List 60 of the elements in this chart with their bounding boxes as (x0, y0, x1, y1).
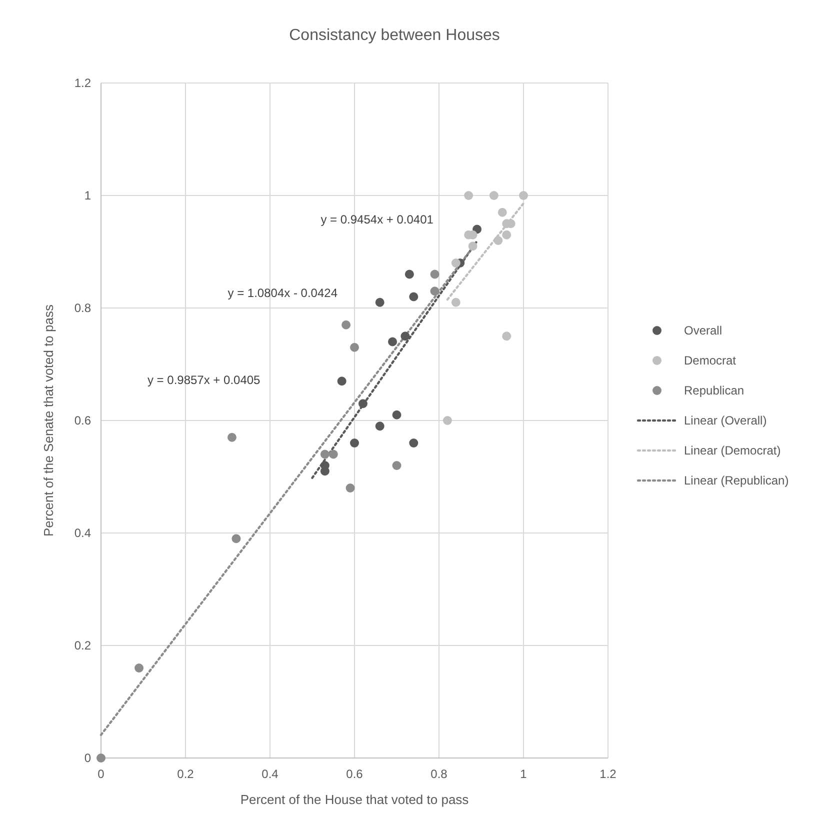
point (430, 286, 440, 296)
legend-label: Overall (684, 324, 722, 338)
point (409, 438, 418, 448)
point (320, 450, 330, 459)
point (227, 432, 236, 442)
y-tick-label: 0.6 (74, 414, 92, 428)
point (350, 342, 359, 352)
point (400, 332, 410, 341)
y-axis-title: Percent of the Senate that voted to pass (41, 304, 56, 536)
y-tick-label: 0.2 (74, 638, 92, 652)
point (232, 534, 241, 544)
point (409, 292, 418, 302)
point (494, 236, 503, 245)
y-tick-label: 1.2 (74, 76, 92, 90)
legend-label: Linear (Republican) (684, 474, 789, 488)
point (96, 754, 106, 762)
point (502, 230, 512, 240)
point (337, 376, 346, 386)
legend-label: Democrat (684, 354, 737, 368)
x-tick-label: 0 (98, 767, 105, 781)
point (342, 320, 351, 330)
point (468, 242, 478, 251)
chart-title: Consistancy between Houses (289, 27, 500, 44)
legend-label: Linear (Democrat) (684, 444, 781, 458)
x-tick-label: 1 (520, 767, 528, 781)
annotation: y = 1.0804x - 0.0424 (228, 286, 338, 300)
point (464, 191, 474, 200)
point (388, 337, 398, 346)
y-tick-label: 0.4 (74, 526, 92, 540)
point (430, 270, 440, 279)
point (451, 298, 460, 307)
legend-label: Linear (Overall) (684, 414, 767, 428)
point (392, 410, 402, 420)
point (350, 438, 359, 448)
point (451, 258, 460, 268)
point (502, 332, 512, 341)
x-tick-label: 0.4 (262, 767, 279, 781)
point (328, 450, 338, 459)
point (404, 270, 414, 279)
x-tick-label: 0.6 (346, 767, 364, 781)
point (442, 416, 452, 425)
point (498, 208, 507, 217)
y-tick-label: 0 (84, 751, 92, 765)
point (519, 191, 528, 200)
point (134, 664, 144, 672)
x-tick-label: 0.8 (430, 767, 448, 781)
annotation: y = 0.9454x + 0.0401 (320, 212, 434, 227)
legend-label: Republican (684, 384, 744, 398)
x-axis-title: Percent of the House that voted to pass (240, 792, 470, 807)
point (358, 399, 368, 408)
point (489, 191, 498, 200)
x-tick-label: 0.2 (177, 767, 194, 781)
y-tick-label: 0.8 (74, 301, 92, 315)
point (375, 422, 384, 431)
annotation: y = 0.9857x + 0.0405 (147, 372, 261, 387)
x-tick-label: 1.2 (600, 767, 617, 781)
y-tick-label: 1 (84, 188, 92, 202)
point (346, 484, 355, 492)
point (375, 298, 384, 307)
point (392, 461, 402, 470)
